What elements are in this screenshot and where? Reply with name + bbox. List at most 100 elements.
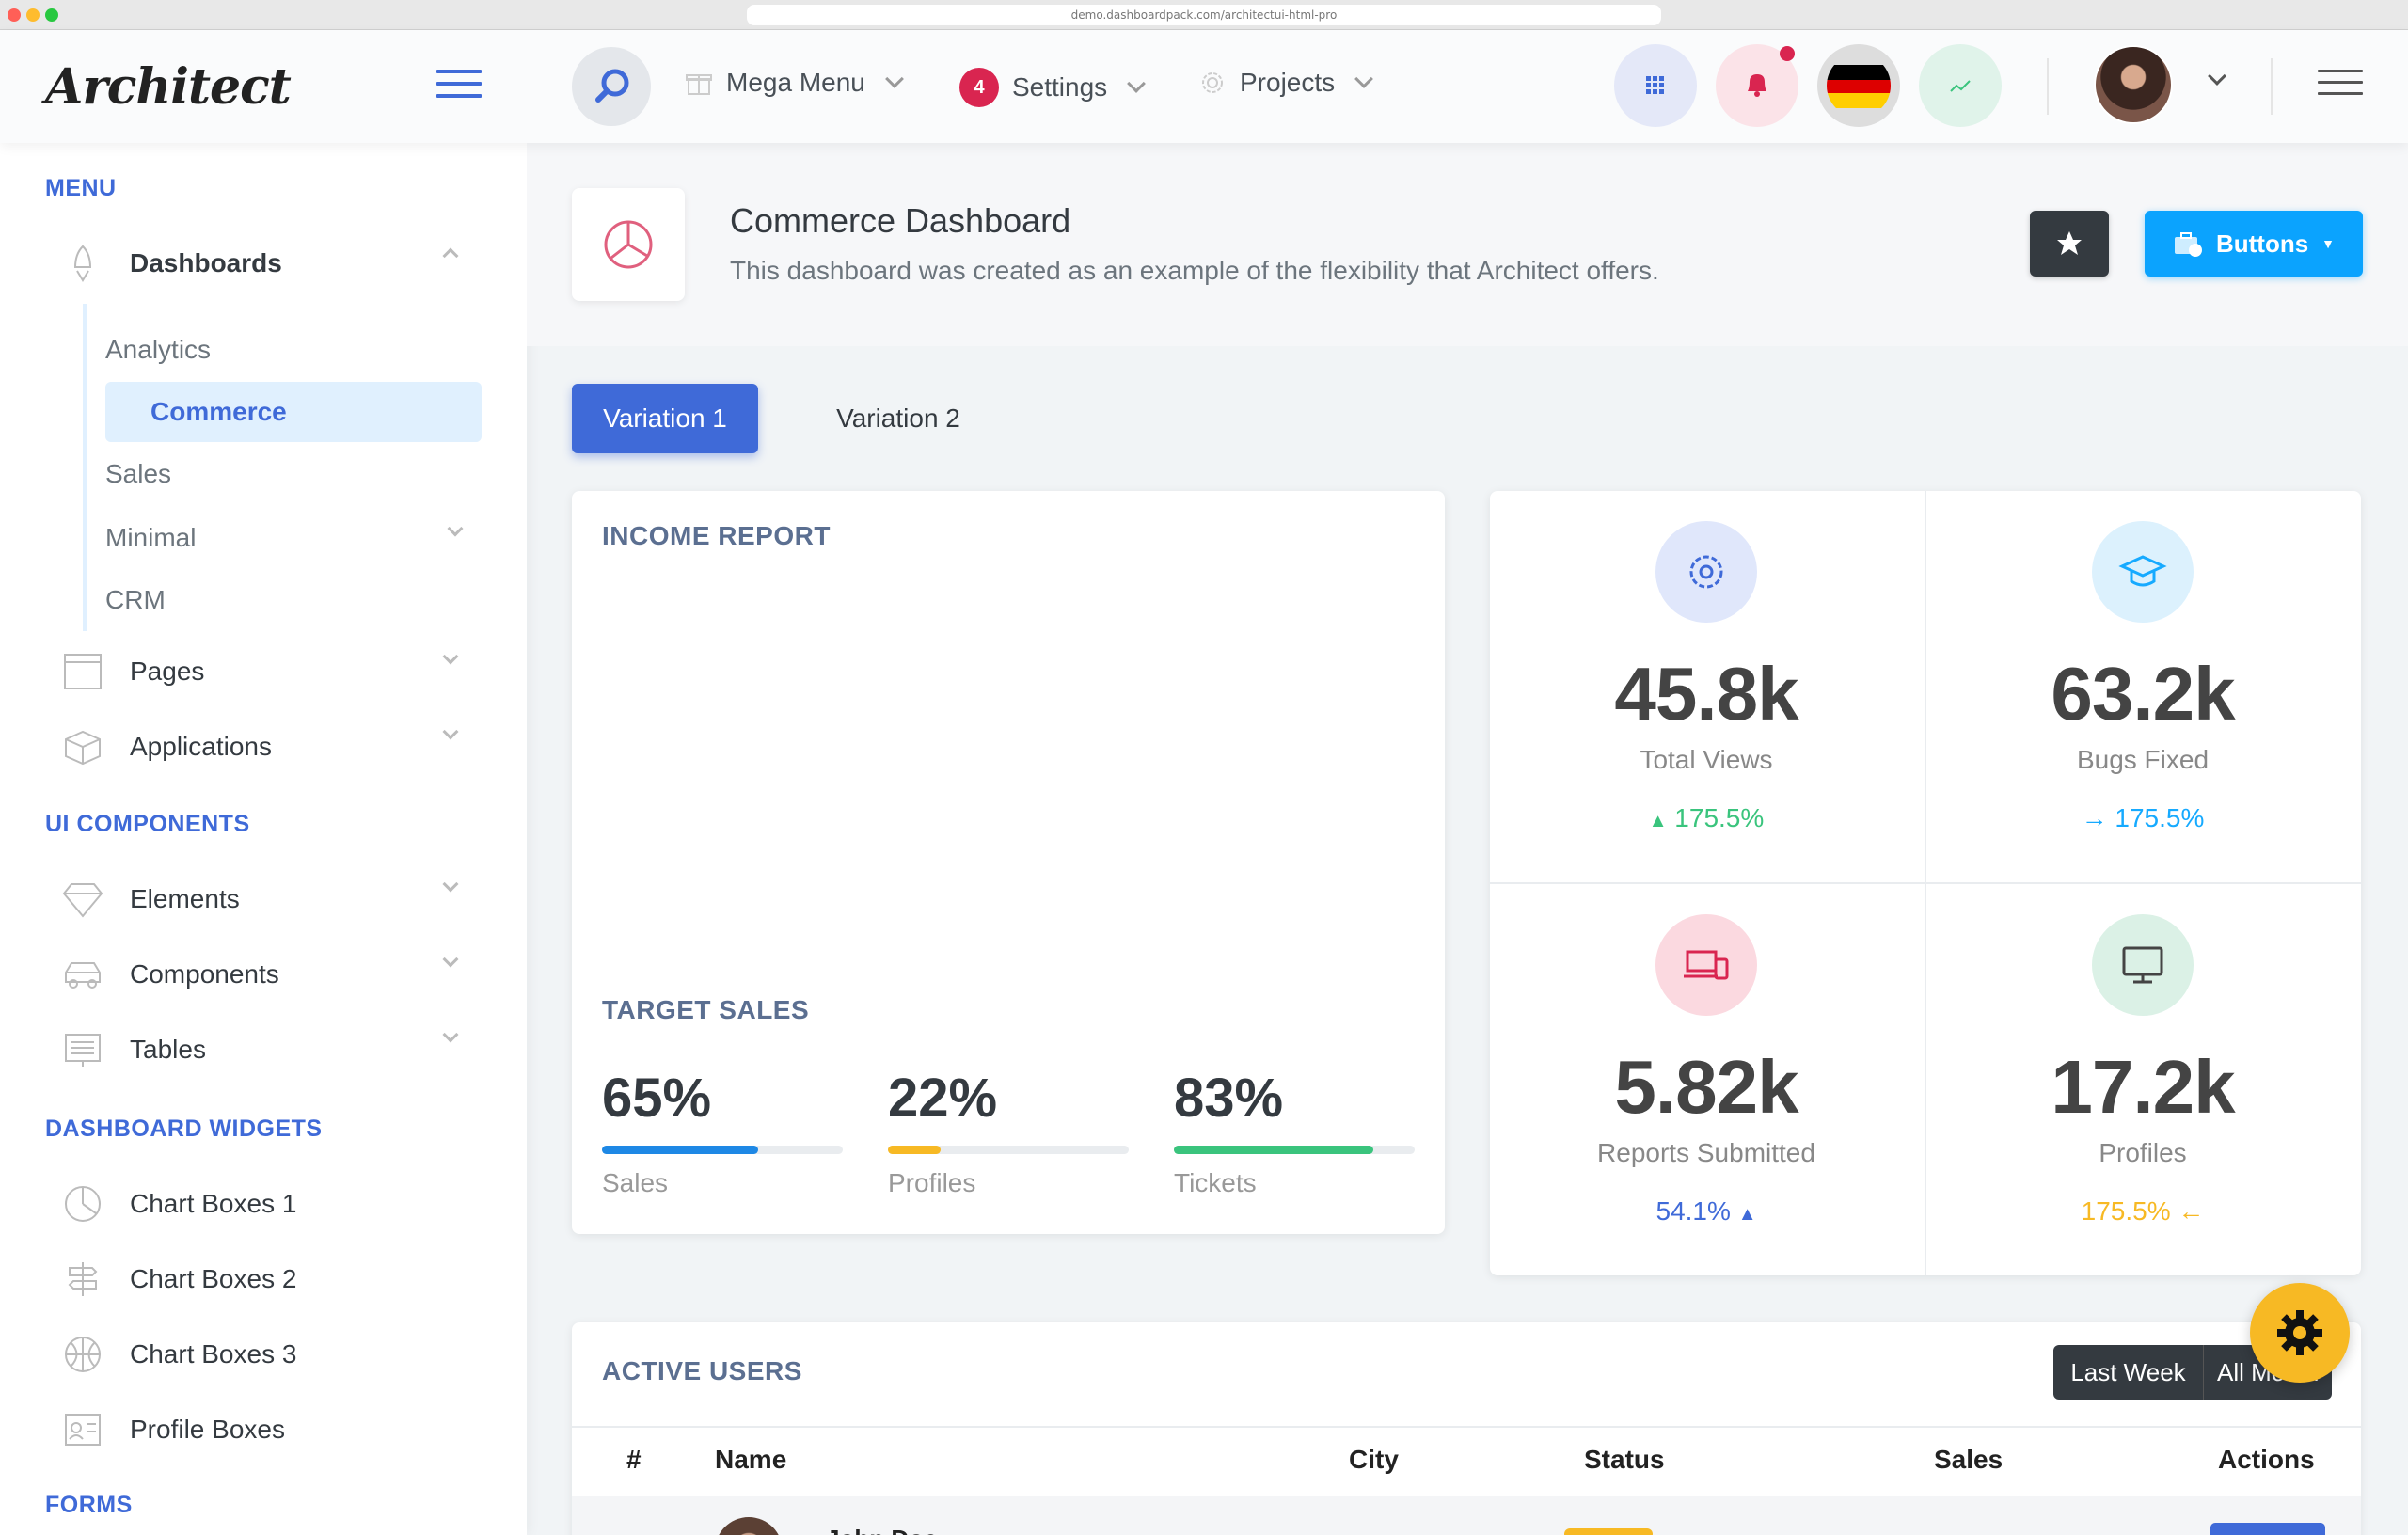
income-report-card: INCOME REPORT TARGET SALES 65% Sales 22% Pr… [572, 491, 1445, 1234]
table-row[interactable]: John Doe [572, 1496, 2361, 1535]
favorite-button[interactable] [2030, 211, 2109, 277]
display-table-icon [62, 1029, 103, 1070]
sidebar-subitem-sales[interactable]: Sales [105, 459, 172, 488]
sidebar-item-label: Elements [130, 884, 240, 913]
right-panel-toggle-button[interactable] [2318, 70, 2363, 103]
theme-settings-button[interactable] [2250, 1283, 2350, 1383]
diamond-icon [62, 878, 103, 920]
user-name: John Doe [826, 1525, 937, 1535]
chevron-down-icon [1354, 70, 1374, 88]
target-sales-title: TARGET SALES [602, 995, 810, 1024]
sidebar-subitem-minimal[interactable]: Minimal [105, 523, 197, 552]
sidebar-item-elements[interactable]: Elements [62, 875, 481, 924]
chevron-down-icon [1127, 74, 1147, 93]
chevron-down-icon [442, 648, 459, 665]
sidebar-item-chart-boxes-1[interactable]: Chart Boxes 1 [62, 1179, 481, 1228]
user-menu-chevron-icon[interactable] [2208, 67, 2226, 86]
maximize-window-button[interactable] [45, 8, 58, 22]
browser-bar: demo.dashboardpack.com/architectui-html-… [0, 0, 2408, 30]
sidebar-item-chart-boxes-3[interactable]: Chart Boxes 3 [62, 1330, 481, 1379]
stat-trend: 54.1% ▲ [1490, 1196, 1923, 1226]
stat-box: 63.2k Bugs Fixed → 175.5% [1926, 491, 2359, 882]
stat-label: Total Views [1640, 745, 1773, 774]
activity-button[interactable] [1919, 44, 2002, 127]
avatar[interactable] [2094, 45, 2173, 124]
stat-label: Reports Submitted [1597, 1138, 1815, 1167]
trend-value: 175.5% [1674, 803, 1765, 832]
close-window-button[interactable] [8, 8, 21, 22]
sidebar-subitem-commerce[interactable]: Commerce [105, 382, 482, 442]
sidebar-heading-forms: FORMS [45, 1492, 133, 1518]
column-header-number: # [626, 1445, 642, 1474]
header-divider [2047, 58, 2049, 115]
sidebar-subitem-analytics[interactable]: Analytics [105, 335, 212, 364]
sidebar-item-label: Profile Boxes [130, 1415, 285, 1444]
language-button[interactable] [1817, 44, 1900, 127]
buttons-dropdown[interactable]: Buttons ▼ [2145, 211, 2363, 277]
sidebar-item-pages[interactable]: Pages [62, 647, 481, 696]
sidebar-item-label: Chart Boxes 2 [130, 1264, 297, 1293]
sidebar-item-chart-boxes-2[interactable]: Chart Boxes 2 [62, 1255, 481, 1304]
active-users-card: ACTIVE USERS Last Week All Month John Do… [572, 1322, 2361, 1535]
table-header-divider [572, 1426, 2361, 1428]
tab-variation-2[interactable]: Variation 2 [836, 404, 960, 433]
page-title-icon-box [572, 188, 685, 301]
browser-window-icon [62, 651, 103, 692]
details-button[interactable] [2210, 1523, 2325, 1535]
settings-nav[interactable]: 4 Settings [959, 68, 1147, 107]
sidebar-item-label: Applications [130, 732, 272, 761]
mega-menu-nav[interactable]: Mega Menu [685, 68, 904, 98]
projects-nav[interactable]: Projects [1198, 68, 1374, 98]
trend-value: 175.5% [2115, 803, 2205, 832]
sidebar-item-dashboards[interactable]: Dashboards [62, 239, 481, 288]
minimize-window-button[interactable] [26, 8, 40, 22]
logo: Architect [45, 58, 292, 116]
pie-chart-icon [604, 220, 653, 269]
mega-menu-label: Mega Menu [726, 68, 865, 97]
id-card-icon [62, 1409, 103, 1450]
sidebar-item-applications[interactable]: Applications [62, 722, 481, 771]
column-header-status: Status [1584, 1445, 1665, 1474]
target-percent: 22% [888, 1068, 998, 1129]
active-users-title: ACTIVE USERS [602, 1356, 802, 1385]
page-title: Commerce Dashboard [730, 201, 1071, 240]
chevron-down-icon [442, 723, 459, 740]
stat-value: 5.82k [1614, 1045, 1798, 1129]
chevron-up-icon [442, 247, 459, 264]
arrow-right-icon: → [2081, 803, 2108, 832]
sidebar-heading-dashboard-widgets: DASHBOARD WIDGETS [45, 1116, 323, 1142]
graduation-cap-icon [2092, 521, 2194, 623]
chevron-down-icon [447, 520, 464, 537]
sidebar-item-tables[interactable]: Tables [62, 1025, 481, 1074]
sidebar-item-profile-boxes[interactable]: Profile Boxes [62, 1405, 481, 1454]
target-progress-fill [1174, 1146, 1374, 1154]
trending-up-icon [1950, 80, 1971, 92]
signpost-icon [62, 1258, 103, 1300]
address-bar[interactable]: demo.dashboardpack.com/architectui-html-… [747, 5, 1661, 25]
apps-grid-button[interactable] [1614, 44, 1697, 127]
sidebar-item-label: Chart Boxes 3 [130, 1339, 297, 1369]
box-icon [62, 726, 103, 768]
bell-icon [1748, 46, 1795, 97]
tab-variation-1[interactable]: Variation 1 [572, 384, 758, 453]
sidebar: MENU Dashboards Analytics Commerce Sales… [0, 143, 527, 1535]
search-button[interactable] [572, 47, 651, 126]
target-label: Sales [602, 1168, 669, 1197]
business-time-icon [2174, 232, 2202, 257]
sidebar-toggle-button[interactable] [436, 70, 482, 106]
notifications-button[interactable] [1716, 44, 1798, 127]
sidebar-item-label: Pages [130, 657, 205, 686]
chevron-down-icon [442, 1026, 459, 1043]
status-badge [1564, 1528, 1653, 1535]
sidebar-item-components[interactable]: Components [62, 950, 481, 999]
stat-box: 5.82k Reports Submitted 54.1% ▲ [1490, 884, 1923, 1275]
rocket-icon [62, 243, 103, 284]
sidebar-heading-menu: MENU [45, 175, 117, 201]
target-percent: 83% [1174, 1068, 1284, 1129]
caret-down-icon: ▼ [2321, 236, 2336, 251]
stat-box: 17.2k Profiles 175.5% ← [1926, 884, 2359, 1275]
last-week-button[interactable]: Last Week [2053, 1345, 2204, 1400]
stat-label: Profiles [2099, 1138, 2187, 1167]
sidebar-subitem-crm[interactable]: CRM [105, 585, 166, 614]
stat-value: 17.2k [2051, 1045, 2235, 1129]
